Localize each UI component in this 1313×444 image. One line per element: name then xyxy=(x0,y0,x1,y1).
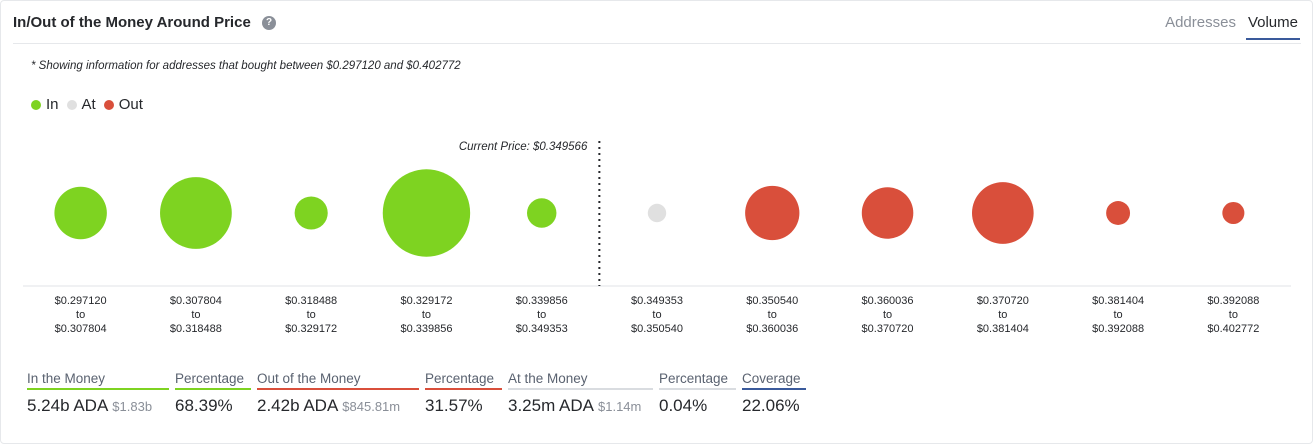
stat-out-of-the-money: Out of the Money 2.42b ADA $845.81m xyxy=(257,371,419,416)
view-tabs: Addresses Volume xyxy=(1155,14,1300,40)
stat-label: Percentage xyxy=(425,371,502,390)
bubble-in[interactable] xyxy=(527,198,557,228)
chart-legend: In At Out xyxy=(31,96,151,113)
bubble-in[interactable] xyxy=(382,169,471,257)
stat-value: 5.24b ADA $1.83b xyxy=(27,396,153,415)
tick-label-to: $0.350540 xyxy=(631,323,683,335)
tick-label-separator: to xyxy=(768,309,777,321)
bubble-in[interactable] xyxy=(160,177,232,249)
stat-in-percentage: Percentage 68.39% xyxy=(175,371,251,416)
bubble-out[interactable] xyxy=(971,182,1034,244)
stat-label: Coverage xyxy=(742,371,806,390)
stat-value: 2.42b ADA $845.81m xyxy=(257,396,401,415)
tick-label-from: $0.360036 xyxy=(862,295,914,307)
tick-label-from: $0.297120 xyxy=(55,295,107,307)
tick-label-to: $0.349353 xyxy=(516,323,568,335)
bubble-out[interactable] xyxy=(745,185,800,241)
bubble-in[interactable] xyxy=(54,186,107,240)
bubble-out[interactable] xyxy=(861,187,914,239)
stat-value: 0.04% xyxy=(659,396,708,415)
tick-label-separator: to xyxy=(652,309,661,321)
tick-label-separator: to xyxy=(1229,309,1238,321)
tick-label-separator: to xyxy=(537,309,546,321)
tick-label-to: $0.381404 xyxy=(977,323,1029,335)
bubble-in[interactable] xyxy=(294,196,328,230)
stat-label: Percentage xyxy=(659,371,736,390)
legend-item-at[interactable]: At xyxy=(66,96,96,113)
tick-label-separator: to xyxy=(883,309,892,321)
legend-item-in[interactable]: In xyxy=(31,96,59,113)
stat-value: 68.39% xyxy=(175,396,233,415)
legend-label-out: Out xyxy=(118,96,143,113)
legend-label-at: At xyxy=(81,96,96,113)
summary-stats: In the Money 5.24b ADA $1.83b Percentage … xyxy=(27,371,812,416)
tick-label-from: $0.329172 xyxy=(400,295,452,307)
tick-label-to: $0.370720 xyxy=(862,323,914,335)
stat-label: Percentage xyxy=(175,371,251,390)
tab-addresses[interactable]: Addresses xyxy=(1165,14,1236,31)
stat-at-percentage: Percentage 0.04% xyxy=(659,371,736,416)
tick-label-to: $0.307804 xyxy=(55,323,107,335)
tab-volume[interactable]: Volume xyxy=(1245,14,1300,40)
tick-label-from: $0.318488 xyxy=(285,295,337,307)
tick-label-separator: to xyxy=(998,309,1007,321)
bubble-out[interactable] xyxy=(1222,201,1245,225)
stat-label: At the Money xyxy=(508,371,653,390)
stat-in-the-money: In the Money 5.24b ADA $1.83b xyxy=(27,371,169,416)
stat-out-percentage: Percentage 31.57% xyxy=(425,371,502,416)
header-divider xyxy=(13,43,1301,44)
tick-label-separator: to xyxy=(76,309,85,321)
tick-label-from: $0.392088 xyxy=(1207,295,1259,307)
tick-label-from: $0.339856 xyxy=(516,295,568,307)
tick-label-separator: to xyxy=(191,309,200,321)
tick-label-to: $0.392088 xyxy=(1092,323,1144,335)
tick-label-separator: to xyxy=(422,309,431,321)
stat-label: Out of the Money xyxy=(257,371,419,390)
tick-label-from: $0.350540 xyxy=(746,295,798,307)
bubble-out[interactable] xyxy=(1106,201,1131,225)
question-circle-icon[interactable]: ? xyxy=(262,16,276,30)
tick-label-from: $0.381404 xyxy=(1092,295,1144,307)
stat-at-the-money: At the Money 3.25m ADA $1.14m xyxy=(508,371,653,416)
tick-label-from: $0.349353 xyxy=(631,295,683,307)
tick-label-to: $0.318488 xyxy=(170,323,222,335)
stat-coverage: Coverage 22.06% xyxy=(742,371,806,416)
card-title: In/Out of the Money Around Price xyxy=(13,14,251,31)
iomap-bubble-chart: $0.297120 to $0.307804 $0.307804 to $0.318488… xyxy=(23,141,1291,335)
tick-label-from: $0.370720 xyxy=(977,295,1029,307)
range-note: * Showing information for addresses that… xyxy=(31,60,461,72)
tick-label-to: $0.402772 xyxy=(1207,323,1259,335)
stat-value: 22.06% xyxy=(742,396,800,415)
legend-item-out[interactable]: Out xyxy=(103,96,143,113)
tick-label-from: $0.307804 xyxy=(170,295,222,307)
tick-label-separator: to xyxy=(1113,309,1122,321)
bubble-at[interactable] xyxy=(647,203,667,223)
stat-value: 31.57% xyxy=(425,396,483,415)
legend-dot-in-icon xyxy=(31,99,41,110)
tick-label-to: $0.329172 xyxy=(285,323,337,335)
legend-label-in: In xyxy=(46,96,59,113)
stat-value: 3.25m ADA $1.14m xyxy=(508,396,642,415)
tick-label-separator: to xyxy=(307,309,316,321)
legend-dot-out-icon xyxy=(103,99,114,110)
tick-label-to: $0.360036 xyxy=(746,323,798,335)
current-price-label: Current Price: $0.349566 xyxy=(459,141,588,153)
legend-dot-at-icon xyxy=(66,99,77,110)
tick-label-to: $0.339856 xyxy=(400,323,452,335)
stat-label: In the Money xyxy=(27,371,169,390)
